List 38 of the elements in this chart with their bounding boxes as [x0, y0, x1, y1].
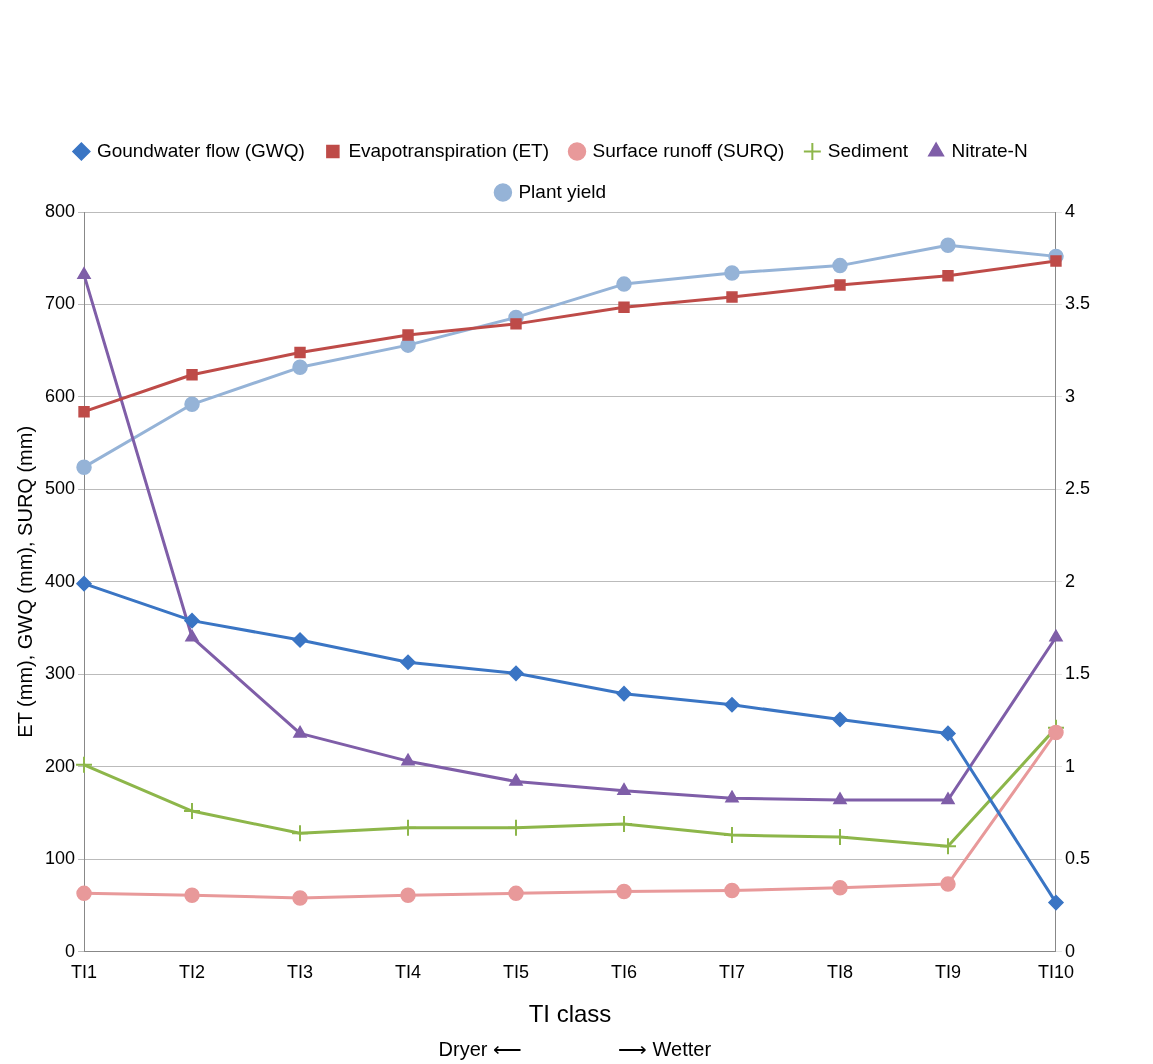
x-tick-label: TI10 [1037, 962, 1074, 983]
x-tick-label: TI3 [287, 962, 314, 983]
y-tick-label: 200 [44, 755, 76, 776]
x-tick-label: TI5 [503, 962, 530, 983]
y2-tick-label: 3.5 [1064, 293, 1091, 314]
x-tick-label: TI6 [610, 962, 638, 983]
x-tick-label: TI1 [71, 962, 98, 983]
y-tick-label: 100 [44, 848, 76, 869]
legend-label: Surface runoff (SURQ) [592, 139, 785, 161]
y-tick-label: 500 [44, 478, 76, 499]
x-tick-label: TI4 [395, 962, 422, 983]
legend-label: Nitrate-N [951, 139, 1028, 161]
x-tick-label: TI8 [826, 962, 853, 983]
y2-tick-label: 4 [1064, 200, 1075, 221]
y-axis-title: ET (mm), GWQ (mm), SURQ (mm) [13, 425, 36, 738]
text: Dryer ⟵ [438, 1037, 522, 1060]
y2-tick-label: 0.5 [1064, 848, 1091, 869]
y2-tick-label: 1 [1064, 755, 1075, 776]
y2-tick-label: 1.5 [1064, 663, 1091, 684]
x-tick-label: TI2 [179, 962, 206, 983]
x-tick-label: TI7 [718, 962, 745, 983]
legend-label: Evapotranspiration (ET) [348, 139, 550, 161]
y2-tick-label: 2.5 [1064, 478, 1091, 499]
y2-tick-label: 0 [1064, 940, 1075, 961]
legend-label: Goundwater flow (GWQ) [96, 139, 305, 161]
legend-label: Plant yield [518, 180, 607, 202]
y-tick-label: 800 [44, 200, 76, 221]
y2-tick-label: 3 [1064, 385, 1075, 406]
y-tick-label: 0 [65, 940, 76, 961]
x-axis-title: TI class [528, 1000, 612, 1028]
y-tick-label: 300 [44, 663, 76, 684]
legend-label: Sediment [827, 139, 909, 161]
y-tick-label: 700 [44, 293, 76, 314]
x-tick-label: TI9 [934, 962, 961, 983]
text: ⟶ Wetter [618, 1037, 712, 1060]
y-tick-label: 600 [44, 385, 76, 406]
y2-tick-label: 2 [1064, 570, 1075, 591]
y-tick-label: 400 [44, 570, 76, 591]
